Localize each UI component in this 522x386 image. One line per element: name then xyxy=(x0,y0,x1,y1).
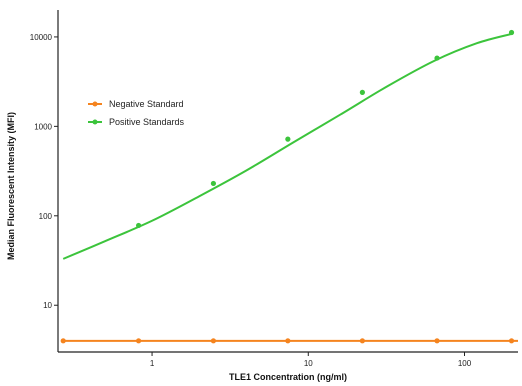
y-tick-label-0: 10 xyxy=(43,301,52,310)
series-1-point-0 xyxy=(135,222,142,229)
series xyxy=(60,29,518,344)
series-1-point-1 xyxy=(210,180,217,187)
series-1-line xyxy=(62,32,512,260)
series-0-point-5 xyxy=(434,338,440,344)
legend: Negative Standard Positive Standards xyxy=(88,99,185,127)
legend-label-positive: Positive Standards xyxy=(109,117,185,127)
series-0-point-4 xyxy=(359,338,365,344)
y-tick-label-3: 10000 xyxy=(30,33,53,42)
x-tick-label-0: 1 xyxy=(150,359,155,368)
series-1-point-4 xyxy=(434,55,440,61)
series-0-point-3 xyxy=(285,338,291,344)
legend-label-negative: Negative Standard xyxy=(109,99,184,109)
x-axis-title: TLE1 Concentration (ng/ml) xyxy=(229,372,347,382)
series-0-point-0 xyxy=(60,338,66,344)
series-1 xyxy=(62,29,515,260)
x-tick-label-2: 100 xyxy=(458,359,472,368)
legend-marker-positive xyxy=(92,119,98,125)
y-axis-title: Median Fluorescent Intensity (MFI) xyxy=(6,112,16,260)
legend-item-positive: Positive Standards xyxy=(88,117,185,127)
x-tick-label-1: 10 xyxy=(304,359,313,368)
series-0 xyxy=(60,338,518,344)
series-0-point-2 xyxy=(210,338,217,344)
y-tick-label-2: 1000 xyxy=(34,122,52,131)
series-0-point-6 xyxy=(508,338,515,344)
y-tick-label-1: 100 xyxy=(39,212,53,221)
legend-item-negative: Negative Standard xyxy=(88,99,184,109)
series-1-point-3 xyxy=(359,89,365,95)
series-0-point-1 xyxy=(135,338,142,344)
legend-marker-negative xyxy=(92,101,98,107)
series-1-point-2 xyxy=(285,136,291,142)
ticks: 1 10 100 10 100 1000 10000 xyxy=(30,33,472,368)
axes xyxy=(57,10,518,353)
series-1-point-5 xyxy=(508,29,515,36)
